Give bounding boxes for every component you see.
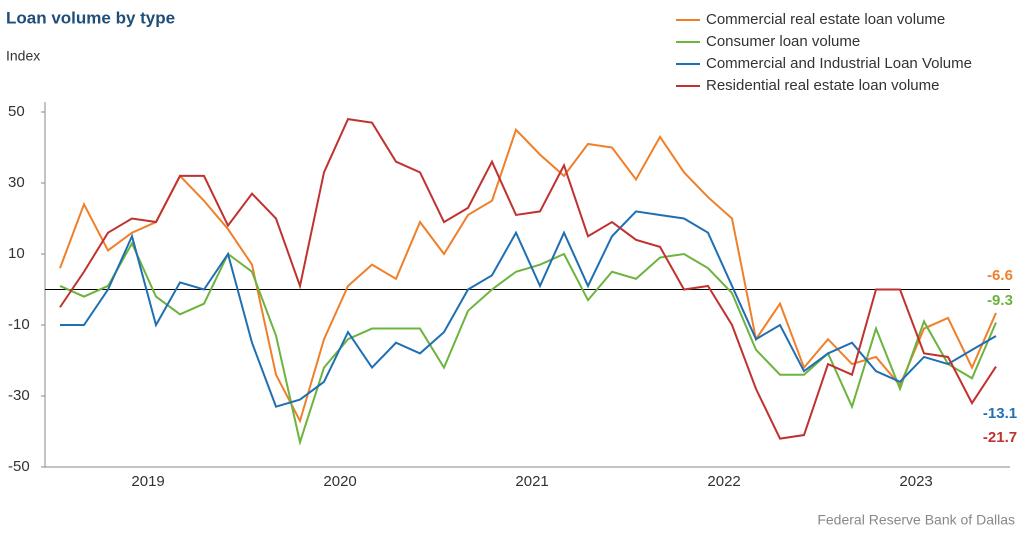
x-tick-label: 2022 xyxy=(707,473,740,490)
legend-label: Residential real estate loan volume xyxy=(706,77,939,94)
x-tick-label: 2020 xyxy=(323,473,356,490)
end-label: -21.7 xyxy=(983,429,1017,446)
y-axis-label: Index xyxy=(6,48,40,64)
end-label: -13.1 xyxy=(983,405,1017,422)
x-tick-label: 2023 xyxy=(899,473,932,490)
series-line xyxy=(60,210,997,408)
end-label: -6.6 xyxy=(987,267,1013,284)
y-tick-label: -50 xyxy=(8,458,30,475)
y-tick-label: 30 xyxy=(8,174,25,191)
series-line xyxy=(59,127,997,424)
chart-title: Loan volume by type xyxy=(6,8,175,27)
source: Federal Reserve Bank of Dallas xyxy=(817,512,1015,528)
y-tick-label: -30 xyxy=(8,387,30,404)
y-tick-label: -10 xyxy=(8,316,30,333)
y-tick-label: 50 xyxy=(8,103,25,120)
series-line xyxy=(59,118,997,440)
legend-label: Consumer loan volume xyxy=(706,33,860,50)
x-tick-label: 2021 xyxy=(515,473,548,490)
x-tick-label: 2019 xyxy=(131,473,164,490)
series-line xyxy=(59,241,997,446)
legend-label: Commercial real estate loan volume xyxy=(706,11,945,28)
y-tick-label: 10 xyxy=(8,245,25,262)
end-label: -9.3 xyxy=(987,292,1013,309)
legend-label: Commercial and Industrial Loan Volume xyxy=(706,55,972,72)
